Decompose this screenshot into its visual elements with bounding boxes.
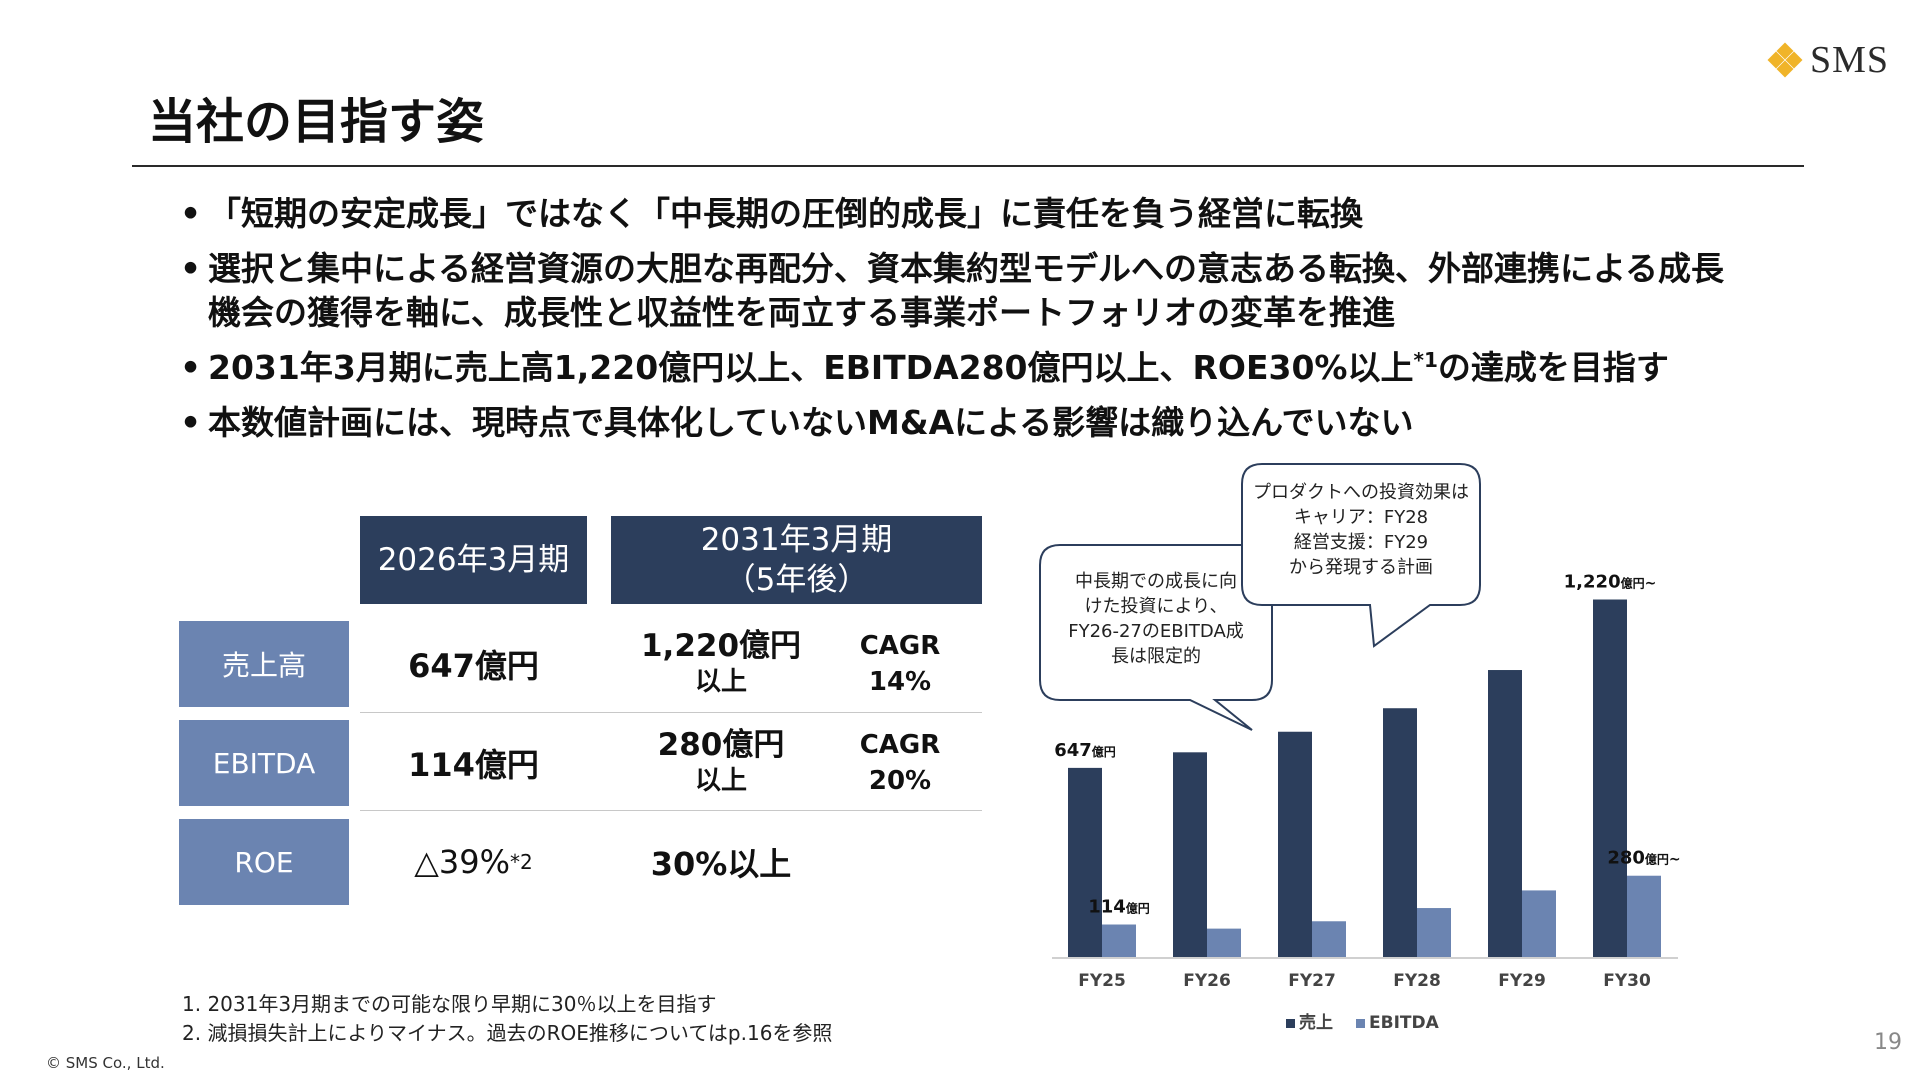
sales-current: 647億円	[408, 647, 539, 685]
legend-label: EBITDA	[1369, 1013, 1440, 1033]
x-tick-label: FY30	[1603, 971, 1651, 991]
bullet-item: 2031年3月期に売上高1,220億円以上、EBITDA280億円以上、ROE3…	[180, 346, 1740, 390]
ebitda-bar	[1417, 908, 1451, 958]
ebitda-bar	[1312, 921, 1346, 958]
ebitda-bar	[1102, 924, 1136, 958]
footnote-1: 1. 2031年3月期までの可能な限り早期に30％以上を目指す	[182, 992, 717, 1016]
ebitda-bar	[1522, 890, 1556, 958]
sales-bar	[1488, 670, 1522, 958]
legend-swatch	[1356, 1019, 1365, 1028]
callout-text: キャリア：FY28	[1294, 507, 1428, 528]
bar-chart-svg: FY25 FY26 FY27 FY28 FY29 FY30 647億円 114億円 1,220億…	[1039, 463, 1681, 1033]
callout-text: から発現する計画	[1289, 557, 1433, 578]
bar-chart: FY25 FY26 FY27 FY28 FY29 FY30 647億円 114億円 1,220億…	[1030, 460, 1730, 1044]
callout-text: プロダクトへの投資効果は	[1253, 482, 1469, 503]
row-label-ebitda: EBITDA	[179, 720, 349, 806]
sales-bar	[1593, 599, 1627, 958]
callout-text: けた投資により、	[1085, 596, 1228, 617]
x-tick-label: FY29	[1498, 971, 1546, 991]
roe-target: 30%以上	[650, 845, 792, 883]
footnotes: 1. 2031年3月期までの可能な限り早期に30％以上を目指す 2. 減損損失計…	[182, 990, 832, 1048]
ebitda-bar	[1207, 928, 1241, 958]
callout-text: 長は限定的	[1111, 646, 1201, 667]
copyright: © SMS Co., Ltd.	[46, 1054, 165, 1072]
title-divider	[132, 165, 1804, 167]
data-label: 647億円	[1054, 740, 1116, 761]
legend-label: 売上	[1299, 1012, 1333, 1033]
table-header-target: 2031年3月期 （5年後）	[611, 516, 982, 604]
logo-text: SMS	[1810, 39, 1890, 81]
x-tick-label: FY26	[1183, 971, 1231, 991]
table-divider	[360, 810, 982, 811]
x-tick-label: FY27	[1288, 971, 1336, 991]
callout-text: FY26-27のEBITDA成	[1068, 621, 1244, 642]
ebitda-bar	[1627, 875, 1661, 958]
sales-bar	[1383, 708, 1417, 958]
callout-text: 経営支援：FY29	[1294, 532, 1428, 553]
ebitda-cagr: CAGR 20%	[859, 730, 941, 796]
roe-current: △39% *2	[414, 843, 533, 881]
sales-bar	[1173, 752, 1207, 958]
bullet-item: 選択と集中による経営資源の大胆な再配分、資本集約型モデルへの意志ある転換、外部連…	[180, 247, 1740, 335]
company-logo: SMS	[1767, 38, 1890, 82]
page-number: 19	[1874, 1030, 1902, 1055]
footnote-ref: *1	[1413, 348, 1438, 372]
ebitda-current: 114億円	[408, 746, 539, 784]
bullet-list: 「短期の安定成長」ではなく「中長期の圧倒的成長」に責任を負う経営に転換 選択と集…	[180, 192, 1740, 456]
sales-bar	[1278, 731, 1312, 958]
row-label-sales: 売上高	[179, 621, 349, 707]
callout-bubble	[1241, 463, 1481, 648]
legend-swatch	[1286, 1019, 1295, 1028]
sales-bar	[1068, 767, 1102, 958]
data-label: 114億円	[1088, 897, 1150, 918]
table-header-current: 2026年3月期	[360, 516, 587, 604]
callout-text: 中長期での成長に向	[1075, 571, 1237, 592]
logo-diamond-icon	[1767, 42, 1803, 78]
sales-cagr: CAGR 14%	[859, 631, 941, 697]
page-title: 当社の目指す姿	[148, 94, 485, 150]
row-label-roe: ROE	[179, 819, 349, 905]
bullet-item: 「短期の安定成長」ではなく「中長期の圧倒的成長」に責任を負う経営に転換	[180, 192, 1740, 236]
x-tick-label: FY28	[1393, 971, 1441, 991]
x-tick-label: FY25	[1078, 971, 1126, 991]
footnote-2: 2. 減損損失計上によりマイナス。過去のROE推移についてはp.16を参照	[182, 1021, 833, 1045]
ebitda-target: 280億円 以上	[657, 727, 785, 796]
data-label: 280億円~	[1607, 848, 1680, 869]
data-label: 1,220億円~	[1564, 572, 1657, 593]
bullet-item: 本数値計画には、現時点で具体化していないM&Aによる影響は織り込んでいない	[180, 401, 1740, 445]
sales-target: 1,220億円 以上	[640, 628, 802, 697]
table-divider	[360, 712, 982, 713]
